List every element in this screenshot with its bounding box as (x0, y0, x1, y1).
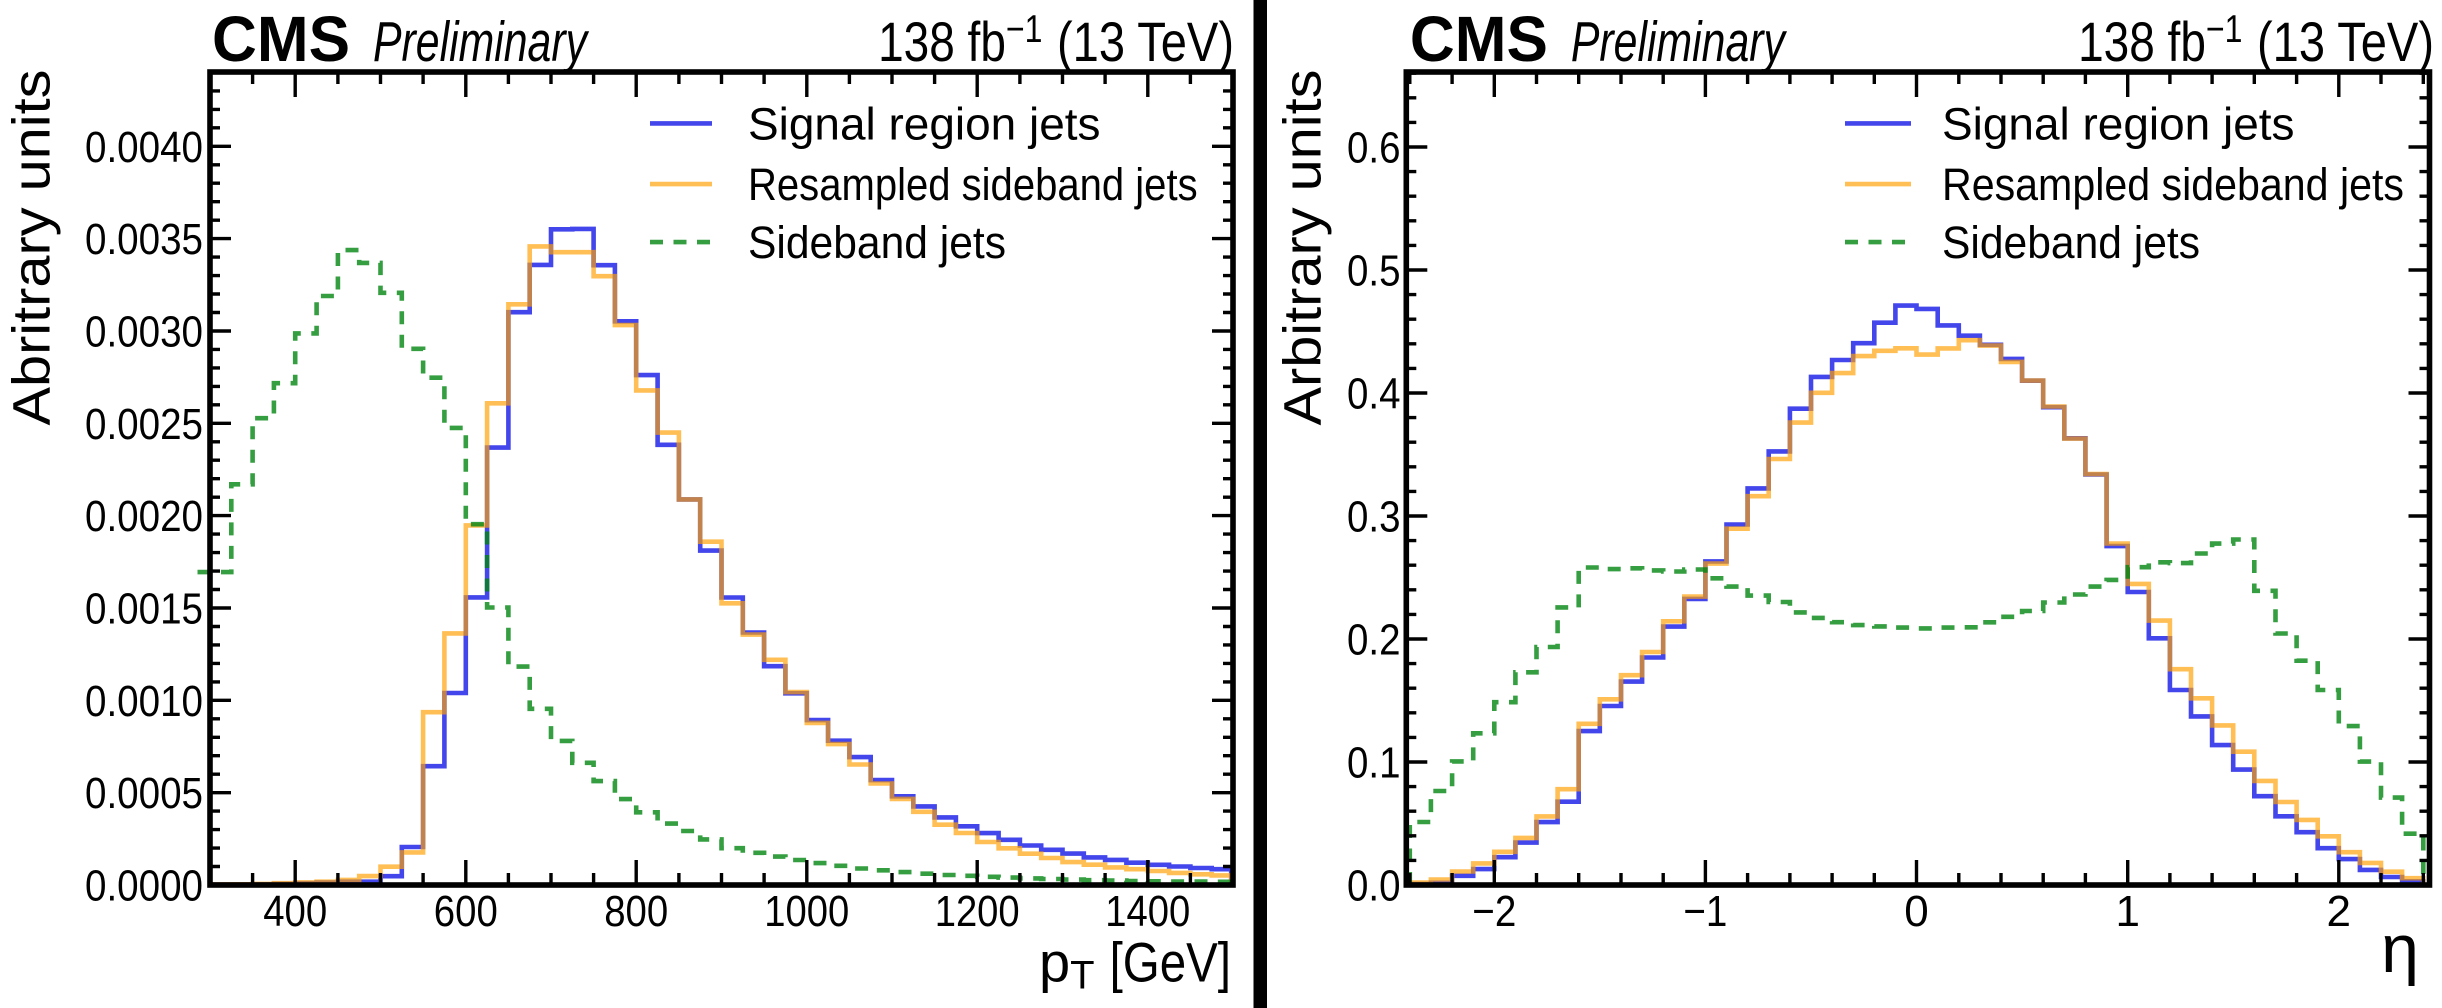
svg-text:η: η (2381, 911, 2419, 987)
svg-text:Signal region jets: Signal region jets (1942, 98, 2295, 149)
svg-text:0.4: 0.4 (1347, 370, 1401, 419)
svg-text:1200: 1200 (935, 887, 1020, 936)
svg-text:0.0030: 0.0030 (85, 308, 203, 357)
svg-text:400: 400 (263, 887, 327, 936)
svg-text:(13 TeV): (13 TeV) (2257, 10, 2434, 73)
svg-text:0: 0 (1904, 887, 1928, 936)
svg-text:0.0040: 0.0040 (85, 123, 203, 172)
svg-text:1000: 1000 (764, 887, 849, 936)
svg-text:Abritrary units: Abritrary units (3, 70, 62, 426)
svg-text:Preliminary: Preliminary (1571, 10, 1788, 74)
svg-text:−2: −2 (1472, 887, 1516, 936)
svg-text:0.0000: 0.0000 (85, 862, 203, 911)
svg-text:Arbitrary units: Arbitrary units (1274, 70, 1333, 426)
svg-text:0.0025: 0.0025 (85, 400, 203, 449)
svg-text:0.6: 0.6 (1347, 124, 1401, 173)
svg-text:Resampled sideband jets: Resampled sideband jets (1942, 159, 2404, 210)
svg-text:0.0010: 0.0010 (85, 677, 203, 726)
svg-text:Sideband jets: Sideband jets (1942, 217, 2200, 268)
svg-text:0.0005: 0.0005 (85, 769, 203, 818)
svg-text:600: 600 (434, 887, 498, 936)
svg-text:0.0020: 0.0020 (85, 492, 203, 541)
svg-text:pT[GeV]: pT [GeV] (1039, 931, 1231, 998)
svg-text:CMS: CMS (1410, 3, 1548, 75)
svg-text:Sideband jets: Sideband jets (748, 217, 1006, 268)
svg-text:−1: −1 (2206, 8, 2243, 51)
svg-text:0.0015: 0.0015 (85, 585, 203, 634)
svg-text:Resampled sideband jets: Resampled sideband jets (748, 159, 1198, 210)
svg-text:Preliminary: Preliminary (373, 10, 590, 74)
svg-text:0.1: 0.1 (1347, 739, 1401, 788)
svg-text:0.2: 0.2 (1347, 616, 1401, 665)
svg-text:800: 800 (604, 887, 668, 936)
svg-text:−1: −1 (1006, 8, 1043, 51)
svg-text:0.0035: 0.0035 (85, 215, 203, 264)
svg-text:Signal region jets: Signal region jets (748, 98, 1101, 149)
svg-text:0.5: 0.5 (1347, 247, 1401, 296)
svg-text:1: 1 (2115, 887, 2139, 936)
svg-text:138 fb: 138 fb (2078, 10, 2206, 73)
svg-text:CMS: CMS (212, 3, 350, 75)
svg-text:138 fb: 138 fb (878, 10, 1006, 73)
svg-text:−1: −1 (1683, 887, 1727, 936)
svg-text:(13 TeV): (13 TeV) (1057, 10, 1234, 73)
svg-text:2: 2 (2327, 887, 2351, 936)
svg-text:0.0: 0.0 (1347, 862, 1401, 911)
svg-text:1400: 1400 (1105, 887, 1190, 936)
svg-text:0.3: 0.3 (1347, 493, 1401, 542)
